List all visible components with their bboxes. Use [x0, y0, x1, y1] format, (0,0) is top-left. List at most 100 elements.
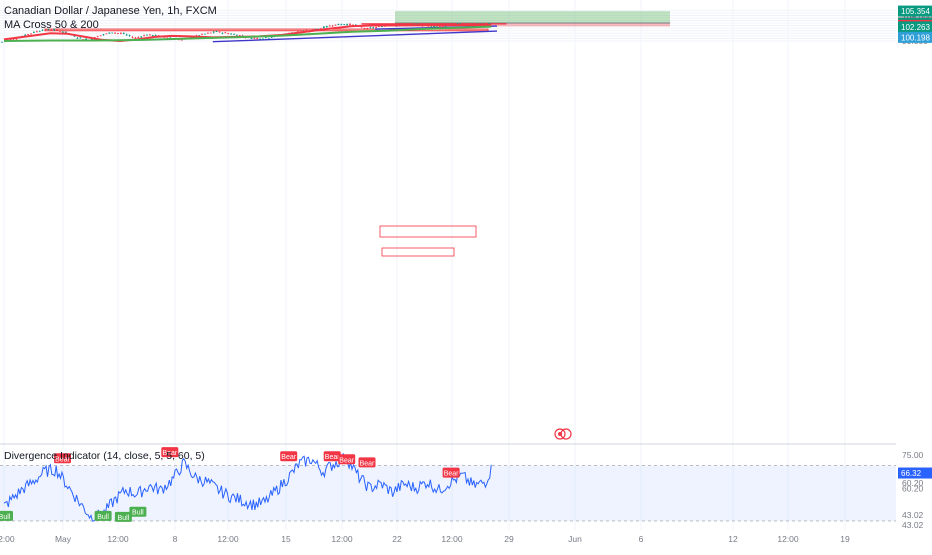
price-axis [896, 0, 932, 550]
candle-body [120, 33, 122, 34]
bull-label-text: Bull [132, 510, 144, 517]
candle-body [149, 34, 151, 35]
x-tick-label: 12:00 [331, 534, 353, 544]
candle-body [106, 34, 108, 35]
x-tick-label: 8 [173, 534, 178, 544]
x-tick-label: 29 [504, 534, 514, 544]
candle-body [143, 35, 145, 36]
x-tick-label: 12:00 [441, 534, 463, 544]
bull-label-text: Bull [0, 514, 11, 521]
price-tag-label: 105.354 [901, 7, 930, 16]
candle-body [323, 27, 325, 28]
candle-body [114, 33, 116, 34]
bear-label: Bear [359, 457, 376, 467]
bear-label-text: Bear [281, 454, 296, 461]
bear-label: Bear [338, 454, 355, 464]
candle-body [265, 37, 267, 38]
candle-body [126, 35, 128, 36]
candle-body [1, 42, 3, 43]
candle-body [207, 33, 209, 34]
candle-body [111, 33, 113, 34]
candle-body [132, 37, 134, 38]
candle-body [227, 33, 229, 34]
candle-body [343, 24, 345, 25]
x-tick-label: 15 [281, 534, 291, 544]
bull-label: Bull [129, 507, 146, 517]
x-tick-label: 12 [728, 534, 738, 544]
candle-body [346, 24, 348, 25]
consolidation-box [382, 248, 454, 256]
price-tag-label: 102.263 [901, 23, 930, 32]
rsi-value-label: 66.32 [901, 469, 922, 478]
candle-body [146, 35, 148, 36]
x-tick-label: May [55, 534, 72, 544]
bear-label-text: Bear [444, 471, 459, 478]
candle-body [117, 33, 119, 34]
target-zone [395, 11, 670, 23]
bull-label: Bull [0, 511, 13, 521]
candle-body [222, 33, 224, 34]
candle-body [210, 33, 212, 34]
candle-body [230, 34, 232, 35]
candle-body [137, 37, 139, 38]
candle-body [224, 32, 226, 33]
candle-body [332, 26, 334, 27]
oscillator-title: Divergence Indicator (14, close, 5, 5, 6… [4, 450, 205, 462]
symbol-title: Canadian Dollar / Japanese Yen, 1h, FXCM [4, 4, 217, 18]
candle-body [375, 27, 377, 28]
candle-body [135, 38, 137, 39]
candle-body [268, 38, 270, 39]
candle-body [108, 33, 110, 34]
candle-body [79, 37, 81, 38]
candle-body [77, 38, 79, 39]
bear-label-text: Bear [360, 460, 375, 467]
x-tick-label: 19 [840, 534, 850, 544]
candle-body [103, 34, 105, 35]
x-tick-label: 22 [392, 534, 402, 544]
candle-body [436, 27, 438, 28]
x-tick-label: 12:00 [217, 534, 239, 544]
candle-body [367, 28, 369, 29]
candle-body [262, 39, 264, 40]
candle-body [369, 28, 371, 29]
bull-label: Bull [115, 512, 132, 522]
osc-y-tick-label: 75.00 [902, 450, 924, 460]
candle-body [140, 37, 142, 38]
candle-body [256, 38, 258, 39]
alert-icon [561, 429, 571, 439]
candle-body [236, 35, 238, 36]
candle-body [251, 38, 253, 39]
bull-label: Bull [95, 511, 112, 521]
candle-body [97, 36, 99, 37]
x-tick-label: 12:00 [107, 534, 129, 544]
bear-label: Bear [443, 468, 460, 478]
bull-label-text: Bull [118, 515, 130, 522]
candle-body [152, 35, 154, 36]
bear-label: Bear [280, 451, 297, 461]
chart-header: Canadian Dollar / Japanese Yen, 1h, FXCM… [4, 4, 217, 32]
x-tick-label: 6 [639, 534, 644, 544]
candle-body [100, 35, 102, 36]
bear-label-text: Bear [325, 454, 340, 461]
x-tick-label: Jun [568, 534, 582, 544]
candle-body [271, 37, 273, 38]
candle-body [259, 39, 261, 40]
x-tick-label: 12:00 [0, 534, 15, 544]
bear-label: Bear [324, 451, 341, 461]
candle-body [485, 23, 487, 24]
osc-y-tick-label: 43.02 [902, 510, 924, 520]
candle-body [372, 27, 374, 28]
candle-body [201, 34, 203, 35]
candle-body [155, 35, 157, 36]
candle-body [204, 34, 206, 35]
candle-body [326, 26, 328, 27]
bear-label-text: Bear [339, 457, 354, 464]
candle-body [30, 34, 32, 35]
candle-body [340, 24, 342, 25]
candle-body [364, 28, 366, 29]
osc-y-tick-label: 43.02 [902, 520, 924, 530]
candle-body [219, 32, 221, 33]
candle-body [123, 33, 125, 34]
